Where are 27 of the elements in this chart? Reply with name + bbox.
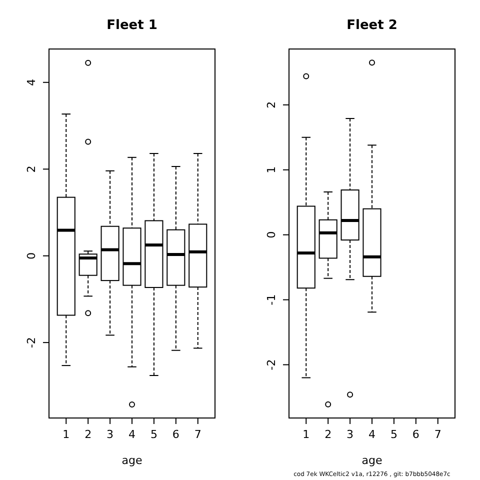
x-axis-title: age bbox=[362, 454, 382, 467]
x-tick-label: 2 bbox=[84, 428, 92, 441]
y-tick-label: 2 bbox=[25, 166, 38, 173]
x-tick-label: 4 bbox=[368, 428, 376, 441]
x-tick-label: 5 bbox=[150, 428, 158, 441]
x-tick-label: 3 bbox=[346, 428, 354, 441]
x-axis-title: age bbox=[122, 454, 142, 467]
chart-title: Fleet 1 bbox=[106, 18, 158, 33]
x-tick-label: 2 bbox=[324, 428, 332, 441]
y-tick-label: -2 bbox=[265, 359, 278, 370]
y-tick-label: 0 bbox=[25, 252, 38, 260]
x-tick-label: 7 bbox=[434, 428, 442, 441]
y-tick-label: 4 bbox=[25, 78, 38, 86]
chart-title: Fleet 2 bbox=[346, 18, 398, 33]
x-tick-label: 1 bbox=[62, 428, 70, 441]
y-tick-label: -2 bbox=[25, 337, 38, 348]
x-tick-label: 6 bbox=[412, 428, 420, 441]
y-tick-label: 1 bbox=[265, 166, 278, 174]
x-tick-label: 1 bbox=[302, 428, 310, 441]
x-tick-label: 5 bbox=[390, 428, 398, 441]
y-tick-label: 2 bbox=[265, 101, 278, 108]
y-tick-label: -1 bbox=[265, 294, 278, 306]
x-tick-label: 6 bbox=[172, 428, 180, 441]
x-tick-label: 3 bbox=[106, 428, 114, 441]
x-tick-label: 7 bbox=[194, 428, 202, 441]
y-tick-label: 0 bbox=[265, 231, 278, 238]
x-tick-label: 4 bbox=[128, 428, 136, 441]
